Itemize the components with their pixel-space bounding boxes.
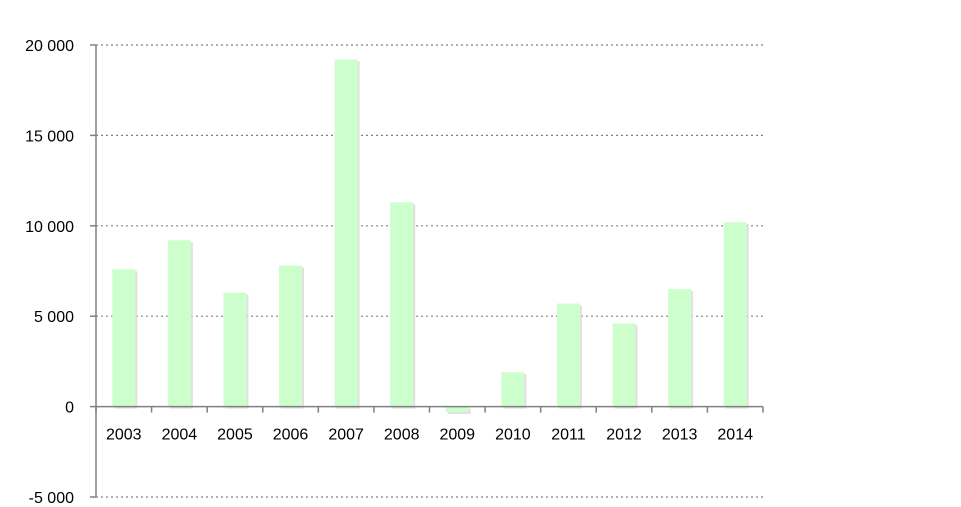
x-tick-labels: 2003 2004 2005 2006 2007 2008 2009 2010 2011 2012…: [106, 427, 753, 444]
bar-2012: [612, 323, 636, 407]
y-tick-label: 0: [65, 400, 74, 417]
x-tick-label: 2010: [495, 427, 531, 444]
bar-2003: [112, 269, 136, 407]
x-tick-label: 2012: [606, 427, 642, 444]
bar-2008: [390, 202, 414, 407]
bar-2009: [445, 406, 469, 413]
axes: [90, 44, 764, 498]
bar-2007: [334, 59, 358, 407]
x-tick-label: 2007: [328, 427, 364, 444]
y-tick-label: 10 000: [25, 219, 74, 236]
bar-2011: [556, 303, 580, 407]
x-tick-label: 2014: [717, 427, 753, 444]
y-tick-label: 5 000: [34, 309, 74, 326]
y-tick-label: 15 000: [25, 128, 74, 145]
gridlines: [96, 44, 763, 498]
y-tick-labels: 20 000 15 000 10 000 5 000 0 -5 000: [25, 38, 74, 507]
x-tick-label: 2009: [439, 427, 475, 444]
x-tick-label: 2011: [551, 427, 586, 444]
x-tick-label: 2008: [384, 427, 420, 444]
bar-2004: [167, 240, 191, 407]
bar-2010: [501, 372, 525, 407]
x-tick-label: 2004: [162, 427, 198, 444]
y-tick-label: 20 000: [25, 38, 74, 55]
bars: [112, 59, 749, 415]
bar-2013: [668, 289, 692, 407]
x-tick-label: 2013: [662, 427, 698, 444]
x-tick-label: 2006: [273, 427, 309, 444]
bar-2005: [223, 292, 247, 407]
bar-2014: [723, 222, 747, 407]
y-tick-label: -5 000: [29, 490, 74, 507]
bar-2006: [279, 265, 303, 407]
x-tick-label: 2003: [106, 427, 142, 444]
x-tick-label: 2005: [217, 427, 253, 444]
